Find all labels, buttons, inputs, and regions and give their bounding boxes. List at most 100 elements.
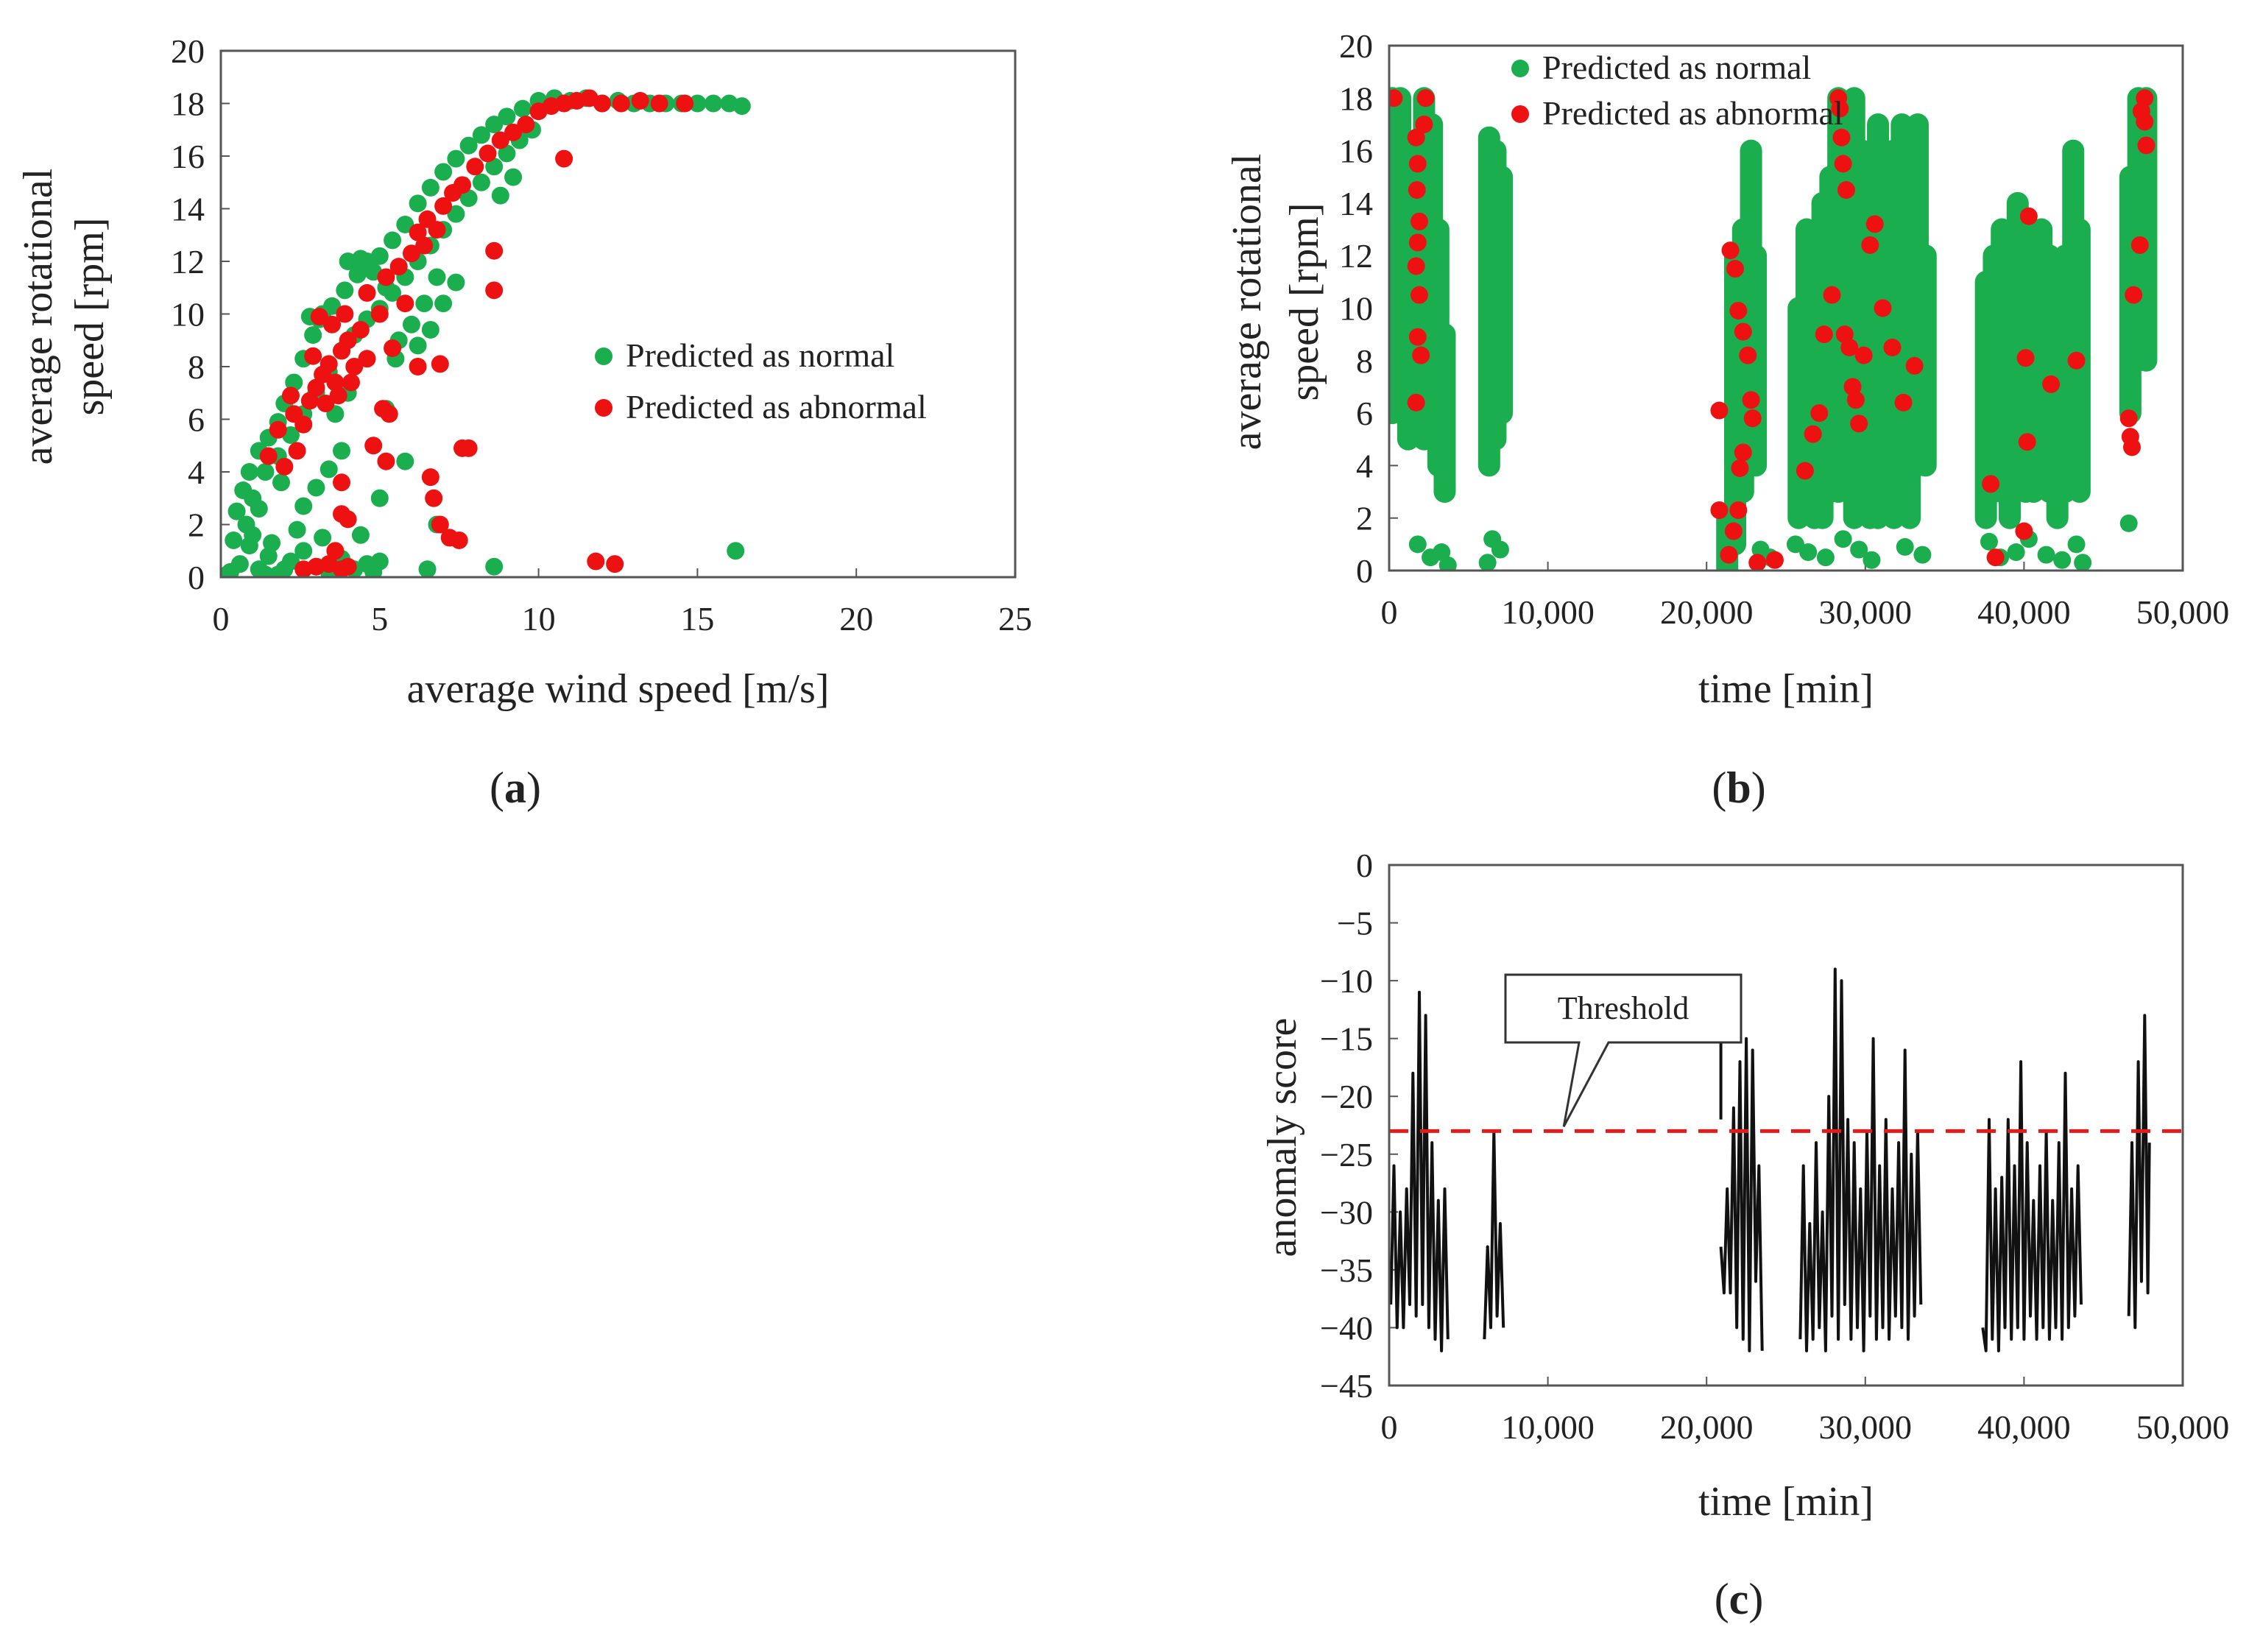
y-tick-label: −40	[1320, 1309, 1373, 1346]
chart-b: 0 10,000 20,000 30,000 40,000 50,000 0 2 4 6 8 10 12…	[1224, 27, 2229, 812]
data-point	[281, 386, 300, 405]
data-point	[1816, 548, 1835, 567]
data-point	[409, 223, 427, 241]
data-point	[1765, 551, 1784, 569]
data-point	[485, 116, 504, 134]
data-point	[450, 531, 468, 549]
x-tick-label: 10,000	[1501, 1408, 1595, 1446]
data-point	[2016, 349, 2035, 367]
y-axis-label: average rotational	[15, 169, 61, 465]
data-point	[351, 526, 370, 544]
x-tick-label: 10,000	[1501, 593, 1595, 631]
x-tick-label: 0	[213, 600, 230, 638]
caption-close: )	[526, 763, 541, 812]
data-point	[434, 163, 453, 181]
x-tick-label: 20,000	[1660, 1408, 1754, 1446]
data-point	[275, 457, 294, 476]
data-point	[415, 236, 434, 255]
data-point	[555, 149, 573, 168]
data-point	[329, 386, 347, 405]
data-point	[1710, 401, 1729, 420]
x-axis-label: average wind speed [m/s]	[407, 666, 830, 712]
legend-entry: Predicted as abnormal	[1542, 94, 1843, 132]
data-point	[504, 123, 523, 141]
data-point	[1894, 393, 1913, 412]
data-point	[1729, 501, 1748, 520]
caption-open: (	[1715, 1575, 1729, 1623]
data-point	[288, 442, 306, 460]
series-normal	[1389, 87, 2158, 571]
data-point	[1823, 286, 1841, 304]
data-point	[402, 315, 420, 333]
data-point	[370, 247, 389, 265]
y-tick-label: −20	[1320, 1078, 1373, 1115]
x-tick-label: 0	[1381, 593, 1398, 631]
data-point	[336, 305, 354, 323]
y-tick-label: 4	[188, 453, 205, 491]
y-tick-label: 18	[1339, 80, 1373, 117]
data-point	[1743, 409, 1762, 428]
x-tick-label: 0	[1381, 1408, 1398, 1446]
series-abnormal	[1389, 89, 2156, 571]
legend: Predicted as normal Predicted as abnormal	[1511, 49, 1843, 132]
data-point	[434, 294, 453, 313]
data-point	[1883, 338, 1902, 356]
score-line	[1719, 1037, 1764, 1352]
score-line	[1389, 990, 1450, 1352]
legend-marker	[1511, 105, 1529, 123]
data-point	[380, 405, 398, 423]
data-point	[1982, 475, 2000, 493]
legend-marker	[1511, 60, 1529, 77]
data-point	[2074, 554, 2092, 571]
data-point	[269, 420, 287, 439]
data-point	[1840, 338, 1859, 356]
score-line	[2127, 1014, 2151, 1330]
data-point	[364, 437, 383, 455]
data-point	[1408, 328, 1427, 346]
data-point	[2042, 375, 2061, 393]
data-point	[1734, 443, 1752, 462]
y-axis-label: average rotational	[1224, 154, 1270, 451]
data-point	[732, 97, 751, 116]
data-point	[370, 305, 389, 323]
y-tick-label: −35	[1320, 1252, 1373, 1289]
data-point	[415, 294, 434, 313]
data-point	[2130, 236, 2149, 254]
data-point	[2053, 551, 2072, 569]
data-point	[612, 94, 630, 113]
data-point	[1478, 554, 1497, 571]
data-point	[459, 136, 478, 155]
data-point	[2037, 546, 2055, 564]
caption-open: (	[490, 763, 504, 812]
x-tick-label: 20,000	[1660, 593, 1754, 631]
data-point	[345, 358, 364, 375]
data-point	[2067, 351, 2086, 370]
x-axis-label: time [min]	[1698, 666, 1874, 712]
data-point	[1850, 540, 1868, 559]
x-tick-label: 20	[839, 600, 873, 638]
data-point	[1874, 299, 1892, 317]
data-point	[1854, 346, 1873, 364]
data-point	[237, 515, 255, 534]
data-point	[396, 215, 414, 233]
data-point	[351, 250, 370, 268]
y-tick-label: 8	[1356, 342, 1373, 380]
data-point	[676, 94, 694, 113]
data-point	[587, 552, 605, 571]
y-tick-label: 6	[1356, 395, 1373, 432]
data-point	[1720, 546, 1738, 564]
data-point	[1831, 99, 1849, 118]
data-point	[1832, 128, 1851, 147]
data-point	[294, 560, 313, 577]
data-point	[263, 534, 281, 552]
data-point	[409, 336, 427, 355]
data-point	[491, 186, 509, 205]
data-point	[351, 320, 370, 339]
y-tick-label: −30	[1320, 1193, 1373, 1231]
data-point	[498, 144, 516, 163]
legend-entry: Predicted as abnormal	[626, 388, 927, 426]
x-tick-label: 40,000	[1977, 593, 2071, 631]
data-point	[485, 158, 504, 176]
y-tick-label: 14	[171, 191, 205, 228]
